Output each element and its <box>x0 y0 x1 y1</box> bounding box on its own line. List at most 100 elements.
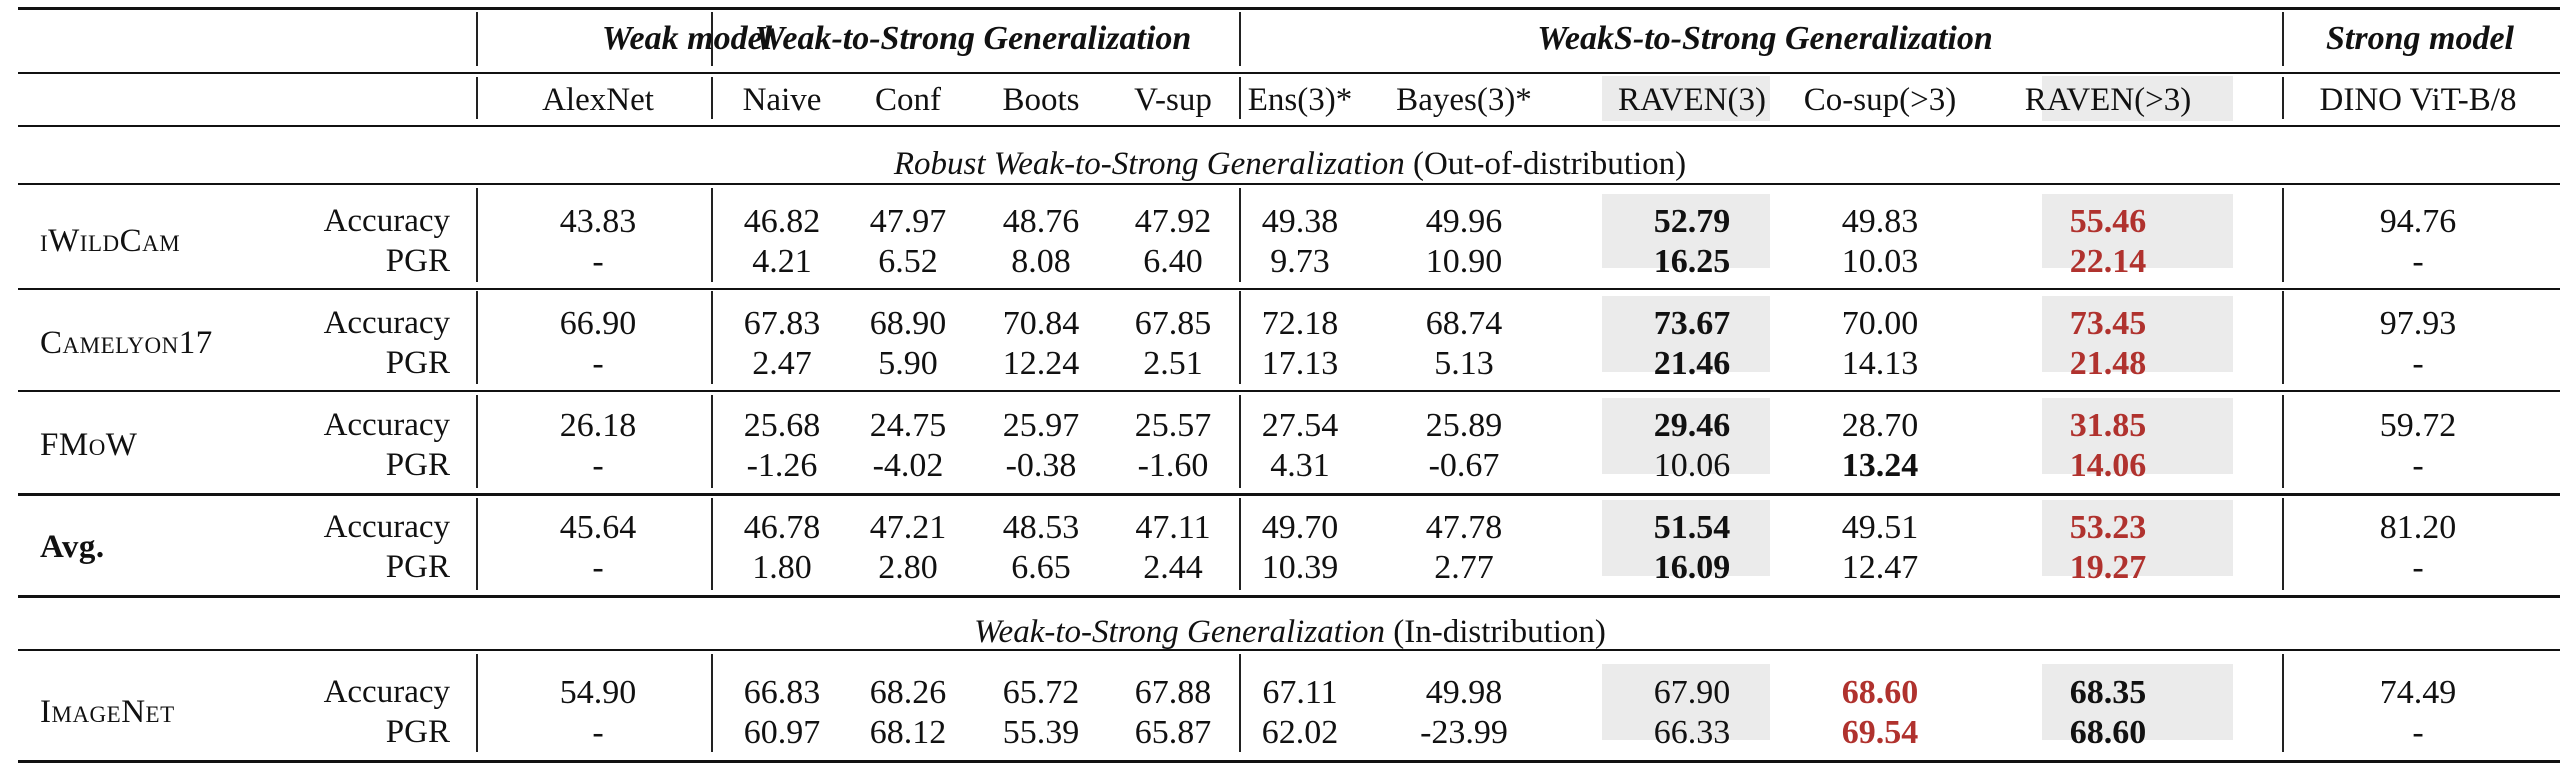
pgr-value: - <box>592 345 604 382</box>
raven-highlight <box>1602 500 1770 576</box>
raven-highlight <box>1602 296 1770 372</box>
pgr-value: 14.13 <box>1841 345 1919 382</box>
column-separator <box>711 188 713 282</box>
group-header: Weak-to-Strong Generalization <box>754 20 1192 57</box>
table-rule <box>18 649 2560 651</box>
pgr-value: 5.90 <box>878 345 938 382</box>
pgr-value: - <box>2412 714 2424 751</box>
metric-label-pgr: PGR <box>385 549 450 585</box>
column-separator <box>2282 291 2284 384</box>
table-rule <box>18 72 2560 74</box>
pgr-value: 12.47 <box>1841 549 1919 586</box>
pgr-value: 2.80 <box>878 549 938 586</box>
pgr-value: - <box>2412 345 2424 382</box>
pgr-value: 62.02 <box>1261 714 1339 751</box>
pgr-value: -1.60 <box>1137 447 1209 484</box>
pgr-value: 4.21 <box>752 243 812 280</box>
pgr-value: - <box>2412 447 2424 484</box>
raven-highlight <box>2042 194 2233 268</box>
pgr-value: 10.90 <box>1425 243 1503 280</box>
pgr-value: -4.02 <box>872 447 944 484</box>
accuracy-value: 67.11 <box>1262 674 1338 711</box>
pgr-value: 68.12 <box>869 714 947 751</box>
pgr-value: 4.31 <box>1270 447 1330 484</box>
accuracy-value: 47.21 <box>869 509 947 546</box>
metric-label-accuracy: Accuracy <box>323 407 450 443</box>
column-separator <box>1239 188 1241 282</box>
column-separator <box>2282 77 2284 119</box>
column-header: AlexNet <box>542 82 654 118</box>
column-separator <box>476 12 478 66</box>
column-separator <box>1239 291 1241 384</box>
raven-highlight <box>2042 296 2233 372</box>
column-separator <box>711 12 713 66</box>
column-separator <box>711 498 713 590</box>
pgr-value: 2.47 <box>752 345 812 382</box>
accuracy-value: 68.35 <box>2069 674 2147 711</box>
accuracy-value: 97.93 <box>2379 305 2457 342</box>
accuracy-value: 46.82 <box>743 203 821 240</box>
pgr-value: 5.13 <box>1434 345 1494 382</box>
section-title-main: Robust Weak-to-Strong Generalization <box>893 146 1405 182</box>
column-header: DINO ViT-B/8 <box>2319 82 2517 118</box>
raven-highlight <box>1602 398 1770 474</box>
pgr-value: 8.08 <box>1011 243 1071 280</box>
table-rule <box>18 760 2560 763</box>
raven-highlight <box>2042 664 2233 740</box>
column-header: Naive <box>742 82 822 118</box>
accuracy-value: 25.57 <box>1134 407 1212 444</box>
pgr-value: 9.73 <box>1270 243 1330 280</box>
raven-highlight <box>1602 76 1770 121</box>
accuracy-value: 68.90 <box>869 305 947 342</box>
metric-label-accuracy: Accuracy <box>323 674 450 710</box>
section-title: Weak-to-Strong Generalization (In-distri… <box>974 616 1606 649</box>
pgr-value: 6.52 <box>878 243 938 280</box>
pgr-value: -1.26 <box>746 447 818 484</box>
accuracy-value: 47.92 <box>1134 203 1212 240</box>
column-separator <box>711 395 713 488</box>
accuracy-value: 70.00 <box>1841 305 1919 342</box>
pgr-value: 17.13 <box>1261 345 1339 382</box>
pgr-value: 6.65 <box>1011 549 1071 586</box>
accuracy-value: 28.70 <box>1841 407 1919 444</box>
dataset-name: ImageNet <box>40 694 175 730</box>
column-header: Conf <box>875 82 941 118</box>
accuracy-value: 48.76 <box>1002 203 1080 240</box>
column-separator <box>1239 654 1241 752</box>
pgr-value: 2.44 <box>1143 549 1203 586</box>
dataset-name: iWildCam <box>40 223 181 259</box>
column-separator <box>2282 12 2284 66</box>
column-separator <box>711 291 713 384</box>
pgr-value: 22.14 <box>2069 243 2147 280</box>
pgr-value: 21.48 <box>2069 345 2147 382</box>
table-rule <box>18 595 2560 598</box>
accuracy-value: 46.78 <box>743 509 821 546</box>
column-separator <box>1239 395 1241 488</box>
section-title-distribution: (Out-of-distribution) <box>1412 146 1687 182</box>
pgr-value: - <box>2412 549 2424 586</box>
accuracy-value: 74.49 <box>2379 674 2457 711</box>
column-separator <box>1239 77 1241 119</box>
metric-label-accuracy: Accuracy <box>323 305 450 341</box>
column-separator <box>476 188 478 282</box>
table-rule <box>18 183 2560 185</box>
accuracy-value: 48.53 <box>1002 509 1080 546</box>
pgr-value: 65.87 <box>1134 714 1212 751</box>
accuracy-value: 73.67 <box>1653 305 1731 342</box>
column-separator <box>2282 498 2284 590</box>
column-separator <box>2282 188 2284 282</box>
pgr-value: 10.39 <box>1261 549 1339 586</box>
raven-highlight <box>2042 76 2233 121</box>
metric-label-pgr: PGR <box>385 714 450 750</box>
table-rule <box>18 125 2560 127</box>
pgr-value: - <box>592 549 604 586</box>
section-title-main: Weak-to-Strong Generalization <box>974 614 1386 650</box>
column-separator <box>711 77 713 119</box>
raven-highlight <box>1602 664 1770 740</box>
accuracy-value: 67.88 <box>1134 674 1212 711</box>
column-separator <box>1239 498 1241 590</box>
accuracy-value: 94.76 <box>2379 203 2457 240</box>
pgr-value: 60.97 <box>743 714 821 751</box>
pgr-value: 1.80 <box>752 549 812 586</box>
